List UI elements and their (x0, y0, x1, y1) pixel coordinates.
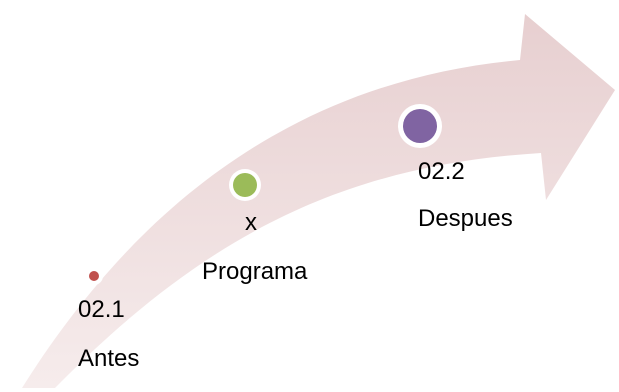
stage-code-despues: 02.2 (418, 158, 465, 185)
stage-code-programa: x (245, 209, 257, 236)
stage-name-antes: Antes (78, 345, 140, 372)
stage-dot-antes (85, 267, 103, 285)
stage-code-antes: 02.1 (78, 296, 125, 323)
stage-name-despues: Despues (418, 205, 513, 232)
stage-dot-programa (229, 169, 261, 201)
curved-arrow-shape (22, 14, 615, 388)
stage-name-programa: Programa (202, 258, 308, 285)
stage-dot-despues (398, 104, 442, 148)
